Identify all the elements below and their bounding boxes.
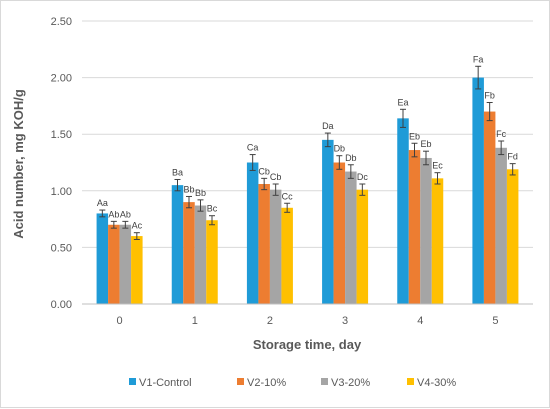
legend-swatch <box>129 378 136 385</box>
bar <box>322 139 334 304</box>
data-label: Ac <box>132 221 143 231</box>
bar <box>333 162 346 304</box>
bar <box>397 118 409 305</box>
bar <box>495 147 507 304</box>
x-tick-label: 3 <box>342 315 348 327</box>
bar <box>246 162 259 304</box>
data-label: Ab <box>108 209 119 219</box>
x-axis-ticks: 0 1 2 3 4 5 <box>117 315 499 327</box>
bar <box>194 205 207 304</box>
bar <box>420 157 432 304</box>
data-label: Aa <box>97 198 108 208</box>
x-tick-label: 0 <box>117 315 123 327</box>
legend-swatch <box>407 378 414 385</box>
x-tick-label: 5 <box>492 315 498 327</box>
bar <box>171 185 184 304</box>
bar <box>108 224 120 304</box>
data-label: Db <box>334 144 346 154</box>
y-tick-label: 1.00 <box>51 186 72 198</box>
data-label: Eb <box>420 139 431 149</box>
legend-label: V4-30% <box>417 377 456 389</box>
bar <box>119 224 132 304</box>
data-label: Fa <box>473 54 484 64</box>
data-label: Bc <box>207 204 218 214</box>
bar <box>281 207 293 304</box>
x-axis-title: Storage time, day <box>253 337 362 352</box>
bar <box>96 213 109 304</box>
y-axis-title: Acid number, mg KOH/g <box>11 89 26 239</box>
y-tick-label: 2.50 <box>51 16 72 28</box>
bar <box>408 150 421 304</box>
data-label: Bb <box>183 184 194 194</box>
data-label: Ea <box>397 97 408 107</box>
data-label: Da <box>322 121 334 131</box>
legend-label: V2-10% <box>247 377 286 389</box>
data-label: Eb <box>409 131 420 141</box>
legend: V1-Control V2-10% V3-20% V4-30% <box>129 377 456 389</box>
data-label: Ab <box>120 209 131 219</box>
y-tick-label: 0.50 <box>51 242 72 254</box>
gridlines <box>82 20 533 248</box>
data-label: Ca <box>247 143 259 153</box>
bar <box>431 178 444 304</box>
data-label: Fc <box>496 129 506 139</box>
x-tick-label: 2 <box>267 315 273 327</box>
bar <box>131 236 143 304</box>
legend-label: V3-20% <box>331 377 370 389</box>
bar <box>506 169 519 304</box>
data-label: Cb <box>270 172 282 182</box>
data-label: Fd <box>507 152 518 162</box>
legend-label: V1-Control <box>139 377 192 389</box>
data-label: Ba <box>172 167 183 177</box>
data-label: Bb <box>195 188 206 198</box>
legend-swatch <box>321 378 328 385</box>
bar <box>206 220 218 304</box>
bar <box>483 111 496 304</box>
bar <box>183 202 195 304</box>
y-tick-label: 0.00 <box>51 299 72 311</box>
bar <box>269 189 282 304</box>
data-label: Ec <box>432 161 443 171</box>
y-tick-label: 1.50 <box>51 129 72 141</box>
x-tick-label: 1 <box>192 315 198 327</box>
data-label: Db <box>345 153 357 163</box>
y-axis-ticks: 0.00 0.50 1.00 1.50 2.00 2.50 <box>51 16 72 311</box>
data-label: Fb <box>484 91 495 101</box>
y-tick-label: 2.00 <box>51 73 72 85</box>
legend-swatch <box>237 378 244 385</box>
bar <box>472 77 484 304</box>
bar <box>356 189 369 304</box>
bar <box>345 171 357 304</box>
bar <box>258 184 270 304</box>
data-label: Dc <box>357 172 368 182</box>
data-label: Cc <box>282 191 293 201</box>
data-label: Cb <box>258 166 270 176</box>
x-tick-label: 4 <box>417 315 423 327</box>
